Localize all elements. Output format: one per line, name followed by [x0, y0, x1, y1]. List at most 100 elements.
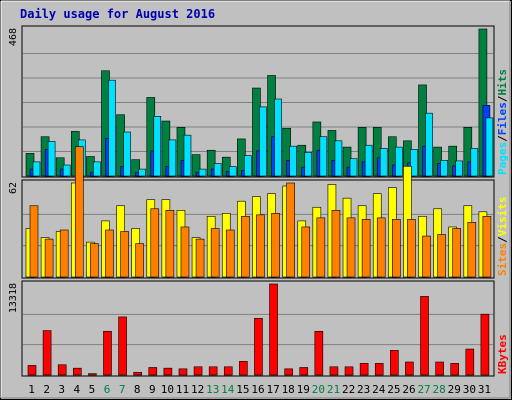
legend-files: Files	[496, 102, 509, 135]
panel-legend: Sites/Visits	[496, 197, 509, 277]
bar-sites-day-3	[59, 229, 69, 278]
legend-sites: Sites	[496, 243, 509, 276]
day-label-10: 10	[161, 383, 174, 396]
bar-sites-day-16	[256, 214, 265, 278]
bar-kbytes-day-31	[480, 313, 490, 376]
bar-sites-day-20	[316, 217, 326, 278]
bar-pages-day-8	[138, 168, 146, 177]
day-label-6: 6	[104, 383, 111, 396]
bar-pages-day-5	[93, 161, 101, 177]
bar-kbytes-day-7	[118, 316, 127, 376]
bar-sites-day-8	[135, 243, 144, 278]
day-label-2: 2	[43, 383, 50, 396]
day-label-31: 31	[478, 383, 491, 396]
bar-pages-day-31	[485, 117, 494, 177]
day-label-30: 30	[463, 383, 476, 396]
bar-sites-day-5	[90, 243, 99, 278]
bar-pages-day-29	[455, 160, 464, 177]
day-label-15: 15	[236, 383, 249, 396]
bar-pages-day-13	[213, 163, 222, 177]
bar-sites-day-23	[361, 219, 371, 278]
bar-sites-day-27	[422, 235, 431, 278]
bar-sites-day-25	[392, 219, 401, 278]
bar-sites-day-17	[271, 213, 280, 278]
panels-layer: 468Pages/Files/Hits62Sites/Visits13318KB…	[8, 25, 509, 377]
bar-sites-day-15	[241, 216, 250, 278]
bar-kbytes-day-5	[88, 373, 97, 376]
bar-sites-day-14	[225, 229, 235, 278]
bar-pages-day-10	[168, 139, 177, 177]
legend-visits: Visits	[496, 197, 509, 237]
bar-kbytes-day-2	[42, 330, 52, 376]
bar-sites-day-4	[74, 146, 84, 278]
day-label-13: 13	[206, 383, 219, 396]
bar-pages-day-27	[425, 112, 433, 177]
bar-pages-day-21	[334, 140, 343, 177]
bar-sites-day-28	[437, 234, 446, 278]
bar-sites-day-6	[105, 229, 114, 278]
bar-kbytes-day-11	[178, 368, 188, 376]
bar-kbytes-day-9	[148, 367, 158, 376]
bar-kbytes-day-30	[465, 348, 475, 376]
day-labels: 1 2 3 4 5 6 7 8 9 10 11 12 13 14 15 16 17 18 19 20 21 22 23 24 2…	[28, 383, 491, 396]
bar-sites-day-13	[210, 228, 220, 278]
legend-pages: Pages	[496, 142, 509, 175]
bar-sites-day-31	[482, 216, 492, 278]
bar-pages-day-26	[410, 149, 418, 177]
day-label-17: 17	[266, 383, 279, 396]
day-label-9: 9	[149, 383, 156, 396]
bar-pages-day-22	[349, 158, 358, 177]
bar-kbytes-day-22	[344, 366, 354, 376]
day-label-24: 24	[372, 383, 386, 396]
day-label-8: 8	[134, 383, 141, 396]
day-label-18: 18	[282, 383, 295, 396]
day-label-28: 28	[433, 383, 446, 396]
bar-sites-day-22	[346, 217, 356, 278]
bar-pages-day-24	[379, 148, 388, 177]
bar-sites-day-19	[301, 226, 311, 278]
bar-pages-day-11	[183, 134, 192, 177]
day-label-12: 12	[191, 383, 204, 396]
bar-sites-day-18	[286, 182, 295, 278]
day-label-7: 7	[119, 383, 126, 396]
bar-kbytes-day-14	[223, 366, 233, 376]
bar-sites-day-29	[452, 228, 462, 278]
bar-kbytes-day-26	[405, 361, 414, 376]
bar-kbytes-day-25	[390, 350, 399, 376]
day-label-19: 19	[297, 383, 310, 396]
bar-pages-day-16	[259, 106, 267, 177]
bar-pages-day-18	[289, 145, 297, 177]
day-label-4: 4	[74, 383, 81, 396]
bar-kbytes-day-15	[239, 361, 248, 376]
bar-pages-day-9	[153, 116, 162, 177]
day-label-1: 1	[28, 383, 35, 396]
bar-sites-day-21	[331, 209, 341, 278]
bar-kbytes-day-13	[208, 366, 218, 376]
bar-sites-day-30	[467, 222, 477, 278]
legend-separator: /	[496, 95, 509, 102]
panel-kbytes: 13318 KBytes	[8, 280, 509, 377]
bar-kbytes-day-1	[27, 365, 37, 376]
panel-legend: Pages/Files/Hits	[496, 69, 509, 175]
day-label-21: 21	[327, 383, 340, 396]
bar-pages-day-6	[108, 79, 116, 177]
bar-pages-day-12	[198, 168, 207, 177]
bar-sites-day-7	[120, 231, 129, 278]
bar-kbytes-day-18	[284, 368, 293, 376]
bar-kbytes-day-16	[254, 317, 263, 376]
bar-pages-day-14	[228, 166, 237, 177]
day-label-11: 11	[176, 383, 189, 396]
bar-sites-day-10	[165, 209, 175, 278]
day-label-26: 26	[402, 383, 415, 396]
day-label-3: 3	[58, 383, 65, 396]
day-label-25: 25	[387, 383, 400, 396]
bar-kbytes-day-21	[329, 366, 339, 376]
day-label-23: 23	[357, 383, 370, 396]
bar-sites-day-26	[407, 219, 416, 278]
panel-visitors: 62 Sites/Visits	[8, 146, 509, 279]
panel-max-label: 468	[8, 28, 19, 46]
bar-pages-day-20	[319, 136, 328, 177]
panel-max-label: 13318	[8, 283, 19, 313]
bar-pages-day-23	[364, 144, 373, 177]
